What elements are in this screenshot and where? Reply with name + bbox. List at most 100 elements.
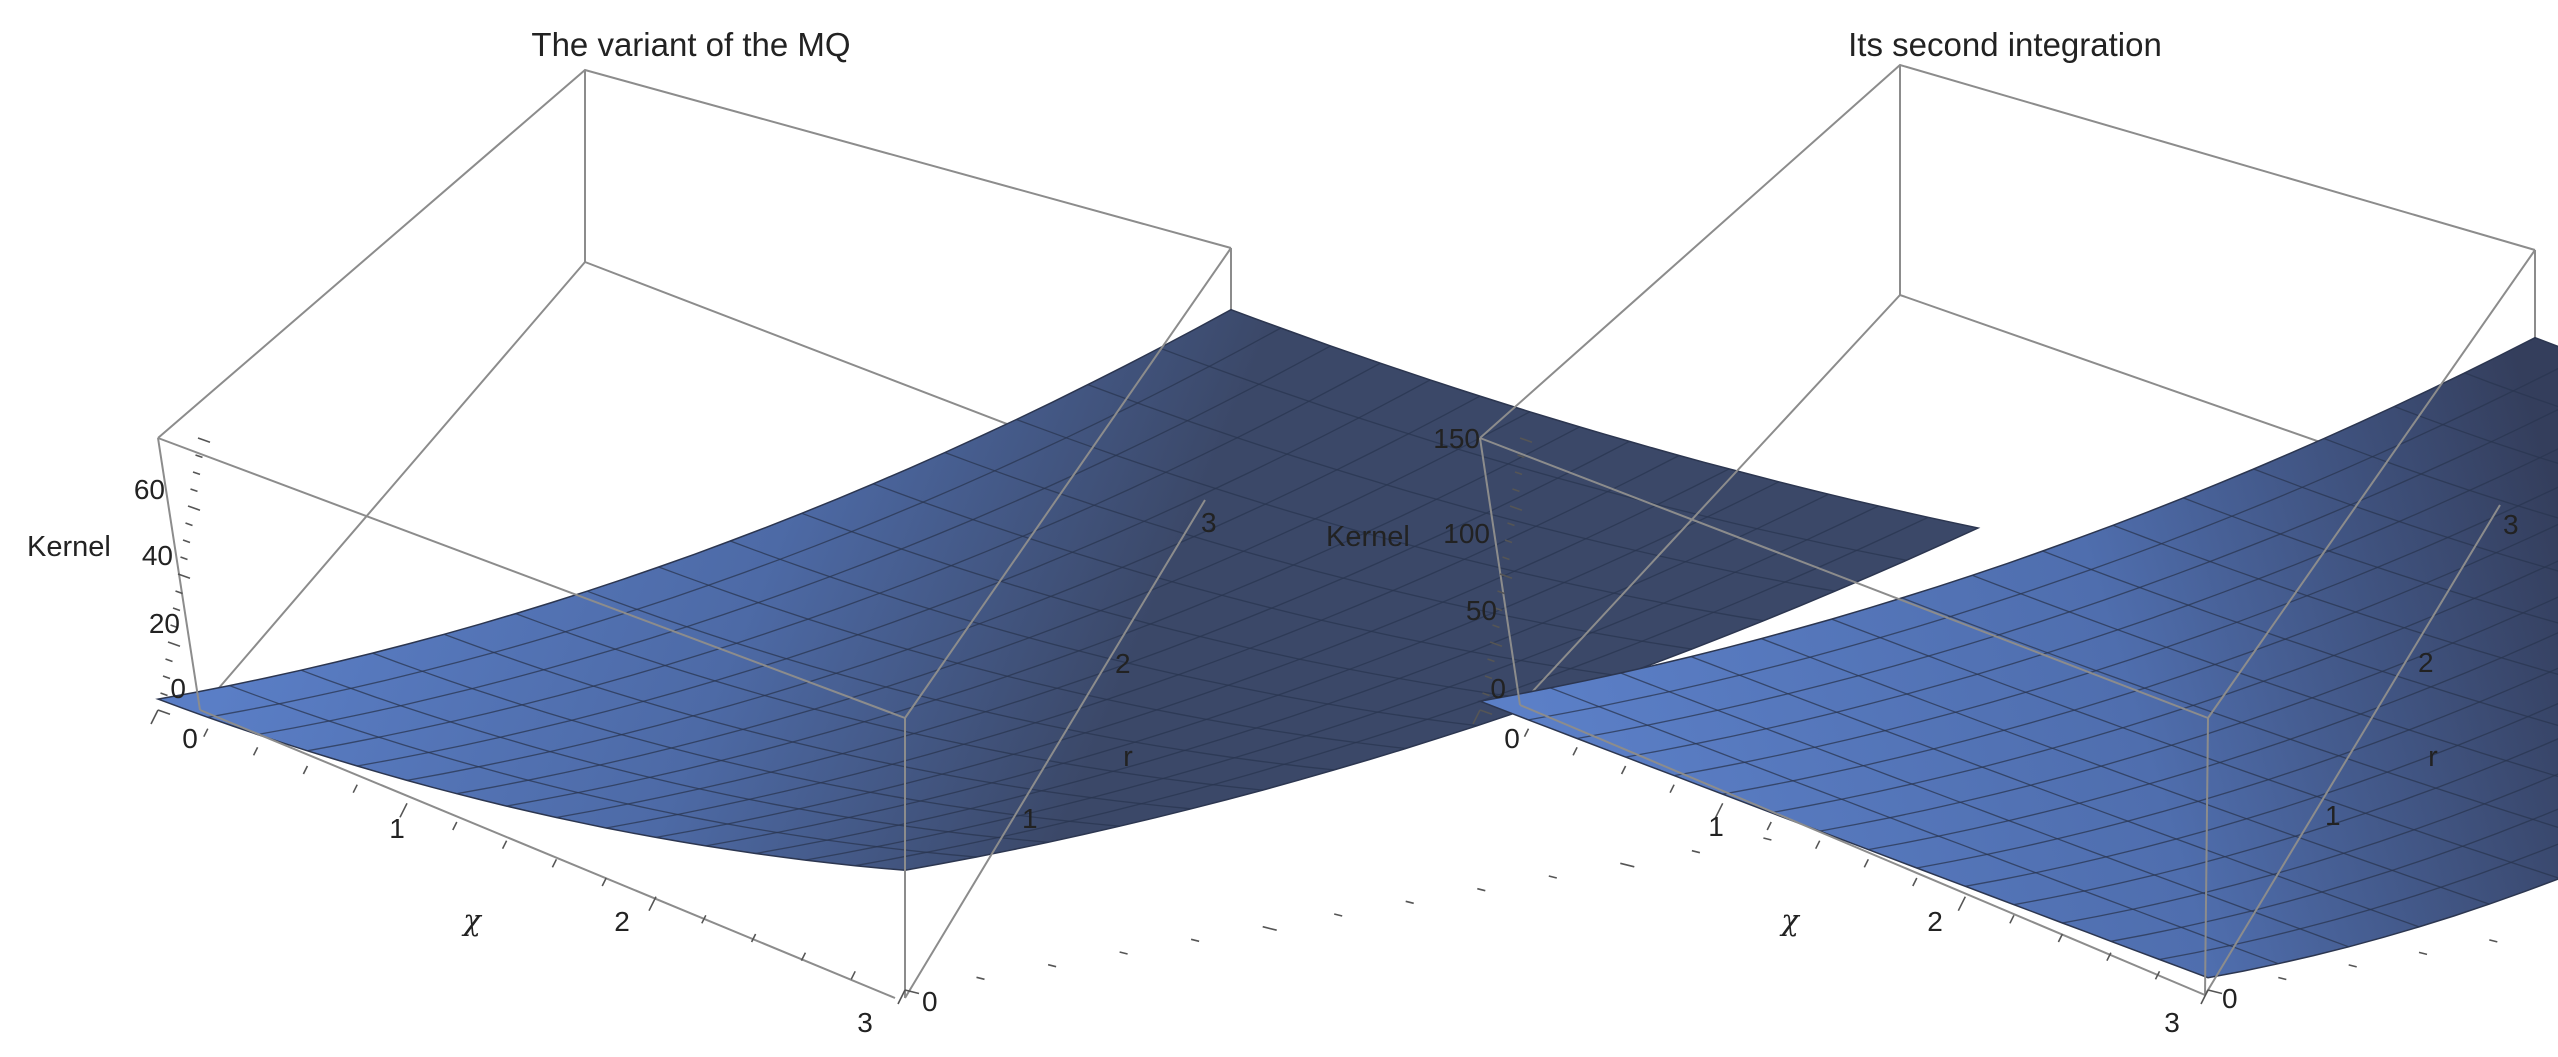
r-axis-tick [1190, 938, 1200, 943]
z-axis-tick [1504, 539, 1513, 544]
grid-line-r [300, 669, 1049, 843]
chart-title: The variant of the MQ [531, 26, 850, 63]
grid-line-r [372, 652, 1120, 827]
x-tick-1: 1 [389, 813, 405, 844]
grid-line-chi [805, 505, 1879, 861]
z-axis-tick [1479, 709, 1493, 715]
r-axis-tick [1334, 913, 1343, 917]
z-tick-3: 150 [1433, 423, 1480, 454]
z-axis-tick [187, 505, 201, 511]
z-axis-tick [1509, 505, 1523, 511]
grid-line-chi [1722, 523, 2558, 795]
x-axis-tick [1814, 840, 1821, 850]
grid-line-chi [2159, 843, 2558, 961]
grid-line-chi [556, 440, 1630, 819]
x-axis-tick [701, 914, 707, 924]
x-axis-tick [1863, 858, 1870, 868]
axis-tick-marks [1472, 437, 2498, 1005]
z-axis-tick [192, 471, 201, 476]
grid-line-chi [1868, 632, 2558, 851]
z-axis-tick [1502, 556, 1510, 561]
z-tick-0: 0 [170, 673, 186, 704]
z-axis-label: Kernel [1326, 521, 1410, 553]
grid-line-r [1016, 418, 1764, 622]
z-axis-tick [175, 590, 183, 595]
x-axis-tick [2009, 914, 2015, 924]
z-axis-tick [162, 675, 171, 680]
x-axis-tick [1472, 709, 1481, 725]
grid-line-r [1831, 618, 2558, 879]
x-tick-0: 0 [1504, 723, 1520, 754]
z-axis-tick [1512, 488, 1520, 493]
x-axis-tick [2154, 970, 2161, 980]
grid-line-r [658, 566, 1406, 750]
grid-line-chi [506, 426, 1580, 807]
x-axis-tick [648, 896, 657, 912]
grid-line-chi [1673, 486, 2558, 777]
surface-grid [207, 327, 1929, 867]
grid-line-r [1690, 655, 2420, 928]
r-axis-tick [1047, 963, 1057, 968]
grid-line-chi [655, 468, 1730, 839]
z-axis-tick [170, 624, 178, 629]
r-axis-tick [1548, 875, 1557, 879]
x-tick-2: 2 [614, 906, 630, 937]
front-box-edges [1479, 249, 2536, 996]
z-axis-tick [1494, 607, 1503, 612]
grid-line-chi [307, 362, 1381, 752]
grid-line-r [1620, 672, 2349, 948]
z-axis-tick [157, 709, 171, 715]
grid-line-chi [1916, 667, 2558, 869]
z-axis-tick [1497, 590, 1505, 595]
x-axis-tick [1912, 877, 1918, 887]
x-axis-tick [1957, 896, 1967, 912]
x-tick-1: 1 [1708, 811, 1724, 842]
r-axis-tick [2489, 939, 2498, 943]
x-axis-tick [750, 933, 757, 943]
grid-line-chi [1528, 367, 2558, 721]
r-axis-tick [1691, 849, 1701, 854]
z-axis-tick [185, 522, 193, 527]
grid-line-chi [1625, 448, 2558, 758]
grid-line-chi [1965, 702, 2558, 887]
grid-line-chi [1576, 408, 2558, 740]
z-axis-tick [160, 692, 168, 697]
x-axis-tick [1572, 746, 1578, 756]
z-tick-0: 0 [1490, 673, 1506, 704]
y-tick-2: 2 [2418, 647, 2434, 678]
z-tick-3: 60 [134, 474, 165, 505]
surface-grid [1528, 367, 2558, 965]
z-axis-tick [1492, 624, 1500, 629]
grid-line-r [873, 483, 1621, 677]
x-axis-tick [302, 765, 309, 775]
z-axis-tick [1482, 692, 1490, 697]
y-axis-label: r [1123, 741, 1133, 773]
r-axis-tick [976, 976, 985, 981]
z-axis-tick [1517, 454, 1525, 459]
z-tick-2: 100 [1443, 518, 1490, 549]
x-axis-tick [551, 858, 558, 868]
r-axis-tick [2207, 989, 2223, 995]
y-tick-2: 2 [1115, 648, 1131, 679]
grid-line-r [2323, 437, 2558, 519]
z-axis-tick [1499, 573, 1513, 579]
grid-line-chi [207, 327, 1282, 718]
z-axis-tick [1507, 522, 1515, 527]
grid-line-chi [1771, 560, 2558, 814]
grid-line-r [586, 590, 1335, 771]
x-axis-tick [850, 970, 856, 980]
z-axis-tick [1519, 437, 1533, 443]
x-axis-tick [501, 840, 508, 850]
grid-line-r [1550, 687, 2279, 965]
grid-line-r [1972, 574, 2558, 778]
r-axis-tick [2418, 951, 2428, 956]
grid-line-chi [2110, 808, 2558, 942]
grid-line-r [1159, 347, 1907, 561]
grid-line-chi [357, 379, 1431, 767]
x-axis-tick [2200, 989, 2209, 1005]
z-tick-1: 20 [149, 608, 180, 639]
r-axis-tick [1477, 887, 1486, 892]
x-axis-tick [897, 989, 906, 1005]
r-axis-tick [1763, 837, 1772, 841]
